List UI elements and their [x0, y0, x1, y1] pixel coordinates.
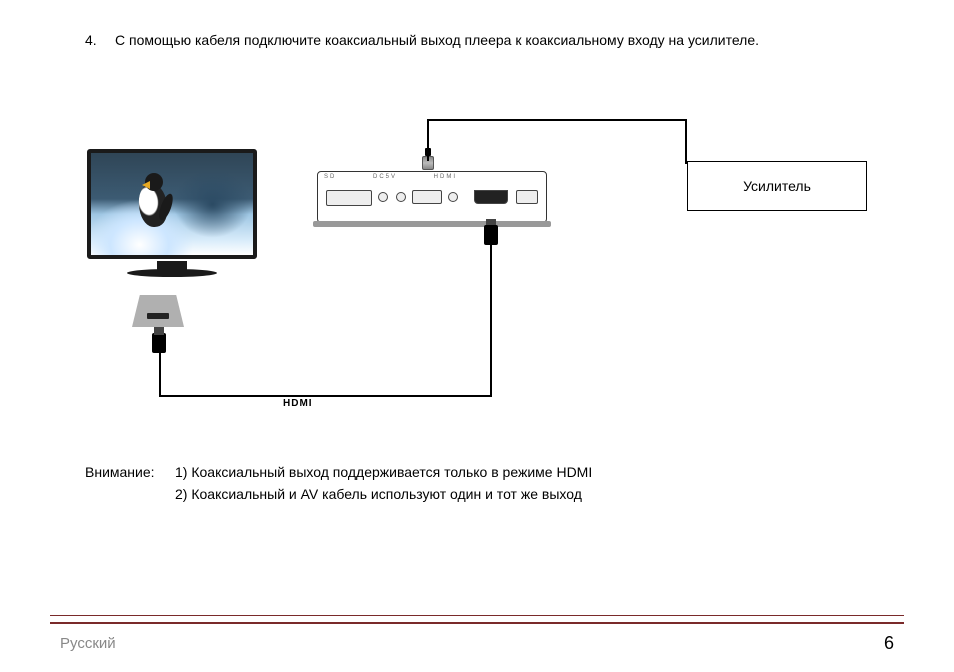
coax-cable — [427, 119, 429, 161]
sd-slot-icon — [326, 190, 372, 206]
note-item: 2) Коаксиальный и AV кабель используют о… — [175, 483, 869, 505]
footer-rule — [50, 615, 904, 624]
page-number: 6 — [884, 633, 894, 654]
tv-hdmi-port — [132, 295, 184, 327]
tv-illustration — [87, 149, 257, 259]
dc-port-icon — [448, 192, 458, 202]
hdmi-port-icon — [474, 190, 508, 204]
hdmi-plug-icon — [152, 333, 166, 353]
footer-language: Русский — [60, 635, 116, 652]
player-back-panel: SD DC5V HDMI — [317, 171, 547, 223]
port-icon — [516, 190, 538, 204]
av-port-icon — [396, 192, 406, 202]
amplifier-box: Усилитель — [687, 161, 867, 211]
connection-diagram: SD DC5V HDMI Усилитель HDMI — [87, 101, 867, 411]
notes-label: Внимание: — [85, 461, 175, 506]
hdmi-label: HDMI — [277, 398, 319, 409]
usb-port-icon — [412, 190, 442, 204]
penguin-illustration — [131, 173, 176, 235]
step-text: С помощью кабеля подключите коаксиальный… — [115, 30, 869, 51]
note-item: 1) Коаксиальный выход поддерживается тол… — [175, 461, 869, 483]
hdmi-cable — [490, 245, 492, 395]
tv-base — [127, 269, 217, 277]
step-number: 4. — [85, 30, 115, 51]
hdmi-plug-icon — [484, 225, 498, 245]
av-port-icon — [378, 192, 388, 202]
